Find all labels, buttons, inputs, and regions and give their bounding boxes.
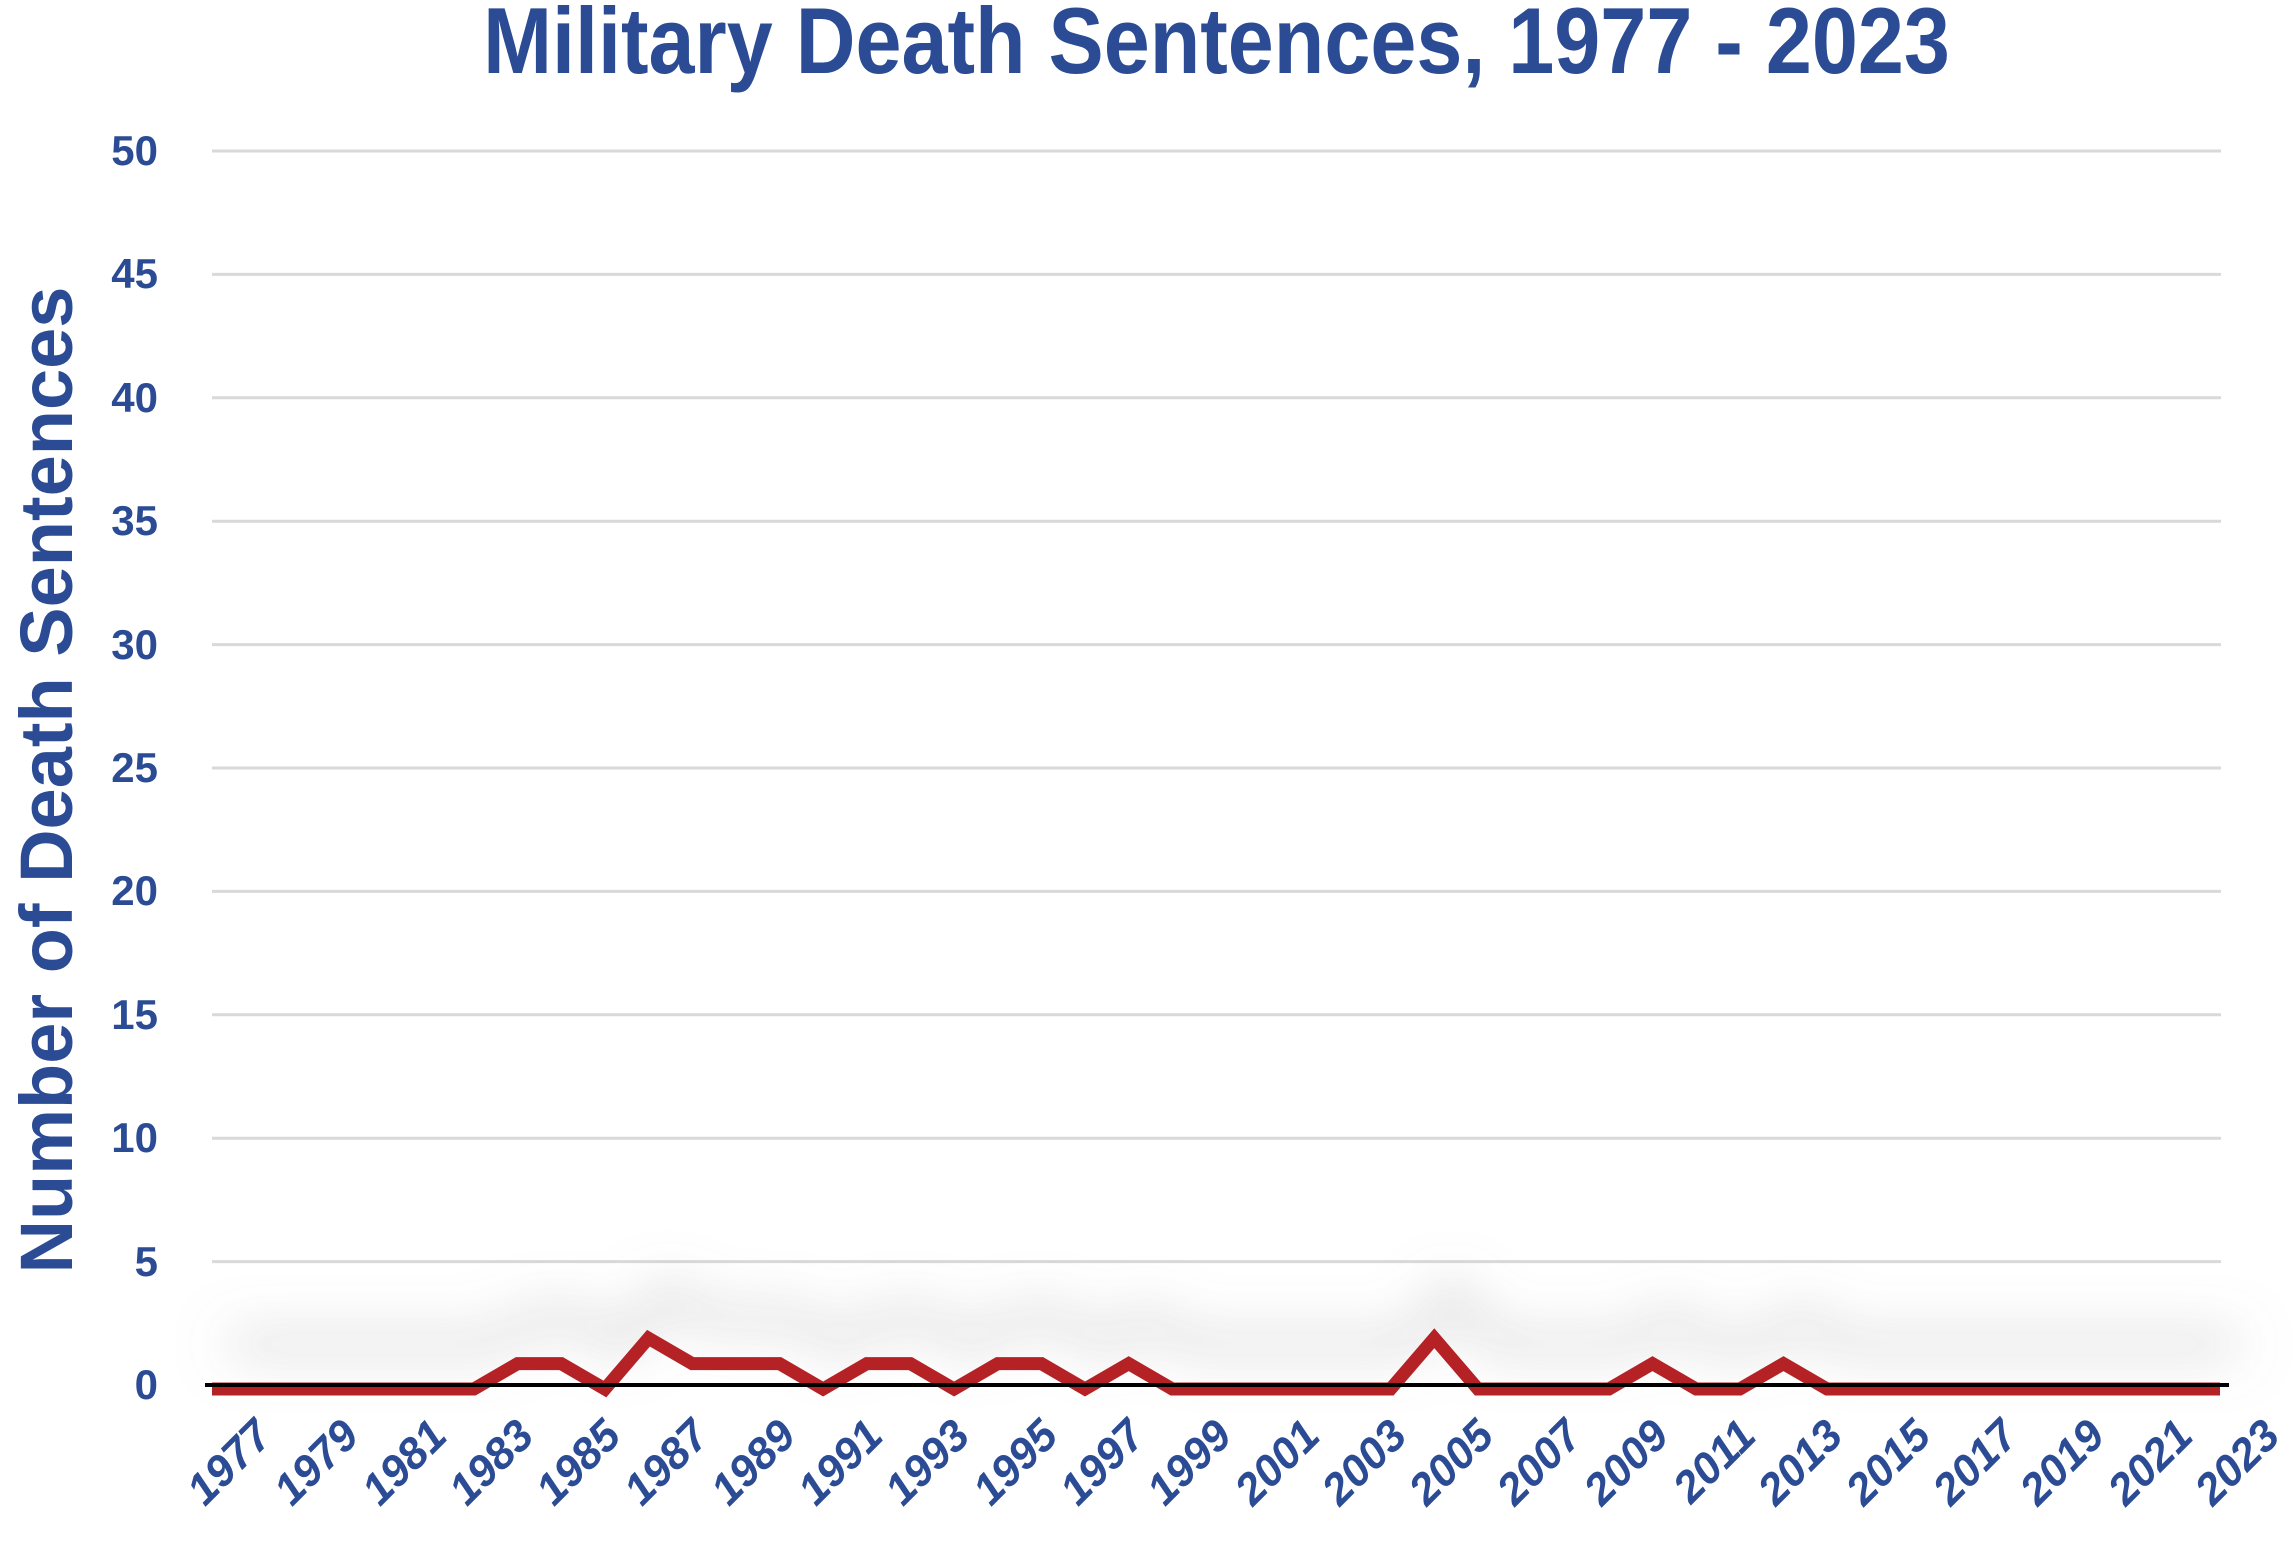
gridlines xyxy=(212,149,2221,1264)
series-line-death-sentences xyxy=(212,1328,2220,1398)
y-tick-label-10: 10 xyxy=(111,1114,158,1162)
y-tick-label-20: 20 xyxy=(111,867,158,915)
y-tick-label-25: 25 xyxy=(111,744,158,791)
y-tick-label-5: 5 xyxy=(134,1237,158,1285)
y-tick-label-30: 30 xyxy=(111,620,158,668)
y-tick-label-0: 0 xyxy=(134,1361,158,1408)
chart-title: Military Death Sentences, 1977 - 2023 xyxy=(483,0,1950,93)
y-tick-label-50: 50 xyxy=(111,127,158,174)
y-tick-label-45: 45 xyxy=(111,250,158,298)
y-tick-label-35: 35 xyxy=(111,497,158,545)
y-tick-label-40: 40 xyxy=(111,373,158,421)
y-tick-label-15: 15 xyxy=(111,990,158,1038)
plot-area xyxy=(205,149,2229,1398)
